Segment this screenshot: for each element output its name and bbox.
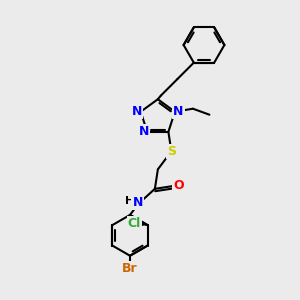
Text: H: H [125,196,135,206]
Text: S: S [167,145,176,158]
Text: N: N [138,125,149,138]
Text: O: O [174,179,184,192]
Text: Br: Br [122,262,138,275]
Text: N: N [173,105,184,118]
Text: N: N [133,196,143,209]
Text: Cl: Cl [128,217,141,230]
Text: N: N [132,105,142,118]
